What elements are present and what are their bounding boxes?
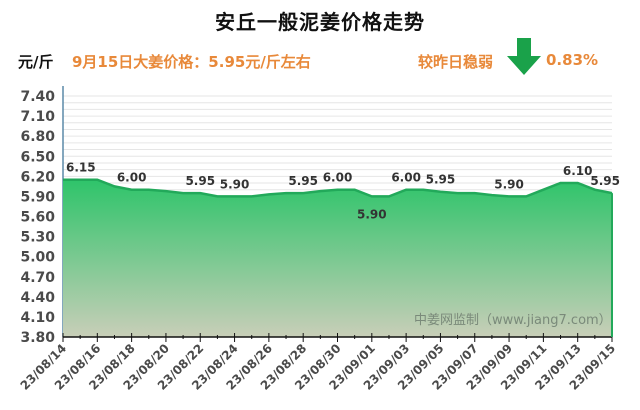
unit-label: 元/斤 [18, 53, 54, 71]
data-label: 6.10 [563, 164, 593, 178]
y-tick-label: 5.00 [20, 250, 55, 266]
watermark: 中姜网监制（www.jiang7.com） [414, 313, 612, 328]
data-label: 6.15 [66, 161, 96, 175]
data-label: 6.00 [117, 171, 147, 185]
data-label: 5.95 [426, 173, 456, 187]
y-tick-label: 5.90 [20, 189, 55, 205]
price-line [63, 178, 613, 198]
x-axis: 23/08/1423/08/1623/08/1823/08/2023/08/22… [18, 333, 618, 393]
y-tick-label: 6.80 [20, 129, 55, 145]
data-labels: 6.15 6.00 5.95 5.90 5.95 6.00 5.90 6.00 5.95 5.90… [66, 161, 620, 222]
data-label: 5.95 [185, 174, 215, 188]
data-label: 5.95 [590, 174, 620, 188]
y-tick-label: 6.20 [20, 169, 55, 185]
data-label: 5.90 [494, 177, 524, 191]
y-axis: 3.80 4.10 4.40 4.70 5.00 5.30 5.60 5.90 6.20 6.50… [20, 86, 64, 346]
y-tick-label: 7.40 [20, 89, 55, 105]
data-label: 5.90 [357, 207, 387, 221]
chart-title: 安丘一般泥姜价格走势 [215, 10, 425, 34]
down-arrow-icon [507, 38, 541, 75]
y-tick-label: 6.50 [20, 149, 55, 165]
data-label: 5.90 [220, 177, 250, 191]
y-tick-label: 7.10 [20, 109, 55, 125]
data-label: 5.95 [288, 174, 318, 188]
data-label: 6.00 [323, 171, 353, 185]
data-label: 6.00 [391, 171, 421, 185]
y-tick-label: 4.40 [20, 290, 55, 306]
change-percent: 0.83% [546, 51, 599, 69]
y-tick-label: 5.30 [20, 230, 55, 246]
current-price-text: 9月15日大姜价格：5.95元/斤左右 [72, 53, 311, 71]
y-tick-label: 5.60 [20, 210, 55, 226]
y-tick-label: 4.70 [20, 270, 55, 286]
price-area [63, 179, 612, 337]
compare-label: 较昨日稳弱 [418, 53, 494, 71]
y-tick-label: 3.80 [20, 330, 55, 346]
y-tick-label: 4.10 [20, 310, 55, 326]
